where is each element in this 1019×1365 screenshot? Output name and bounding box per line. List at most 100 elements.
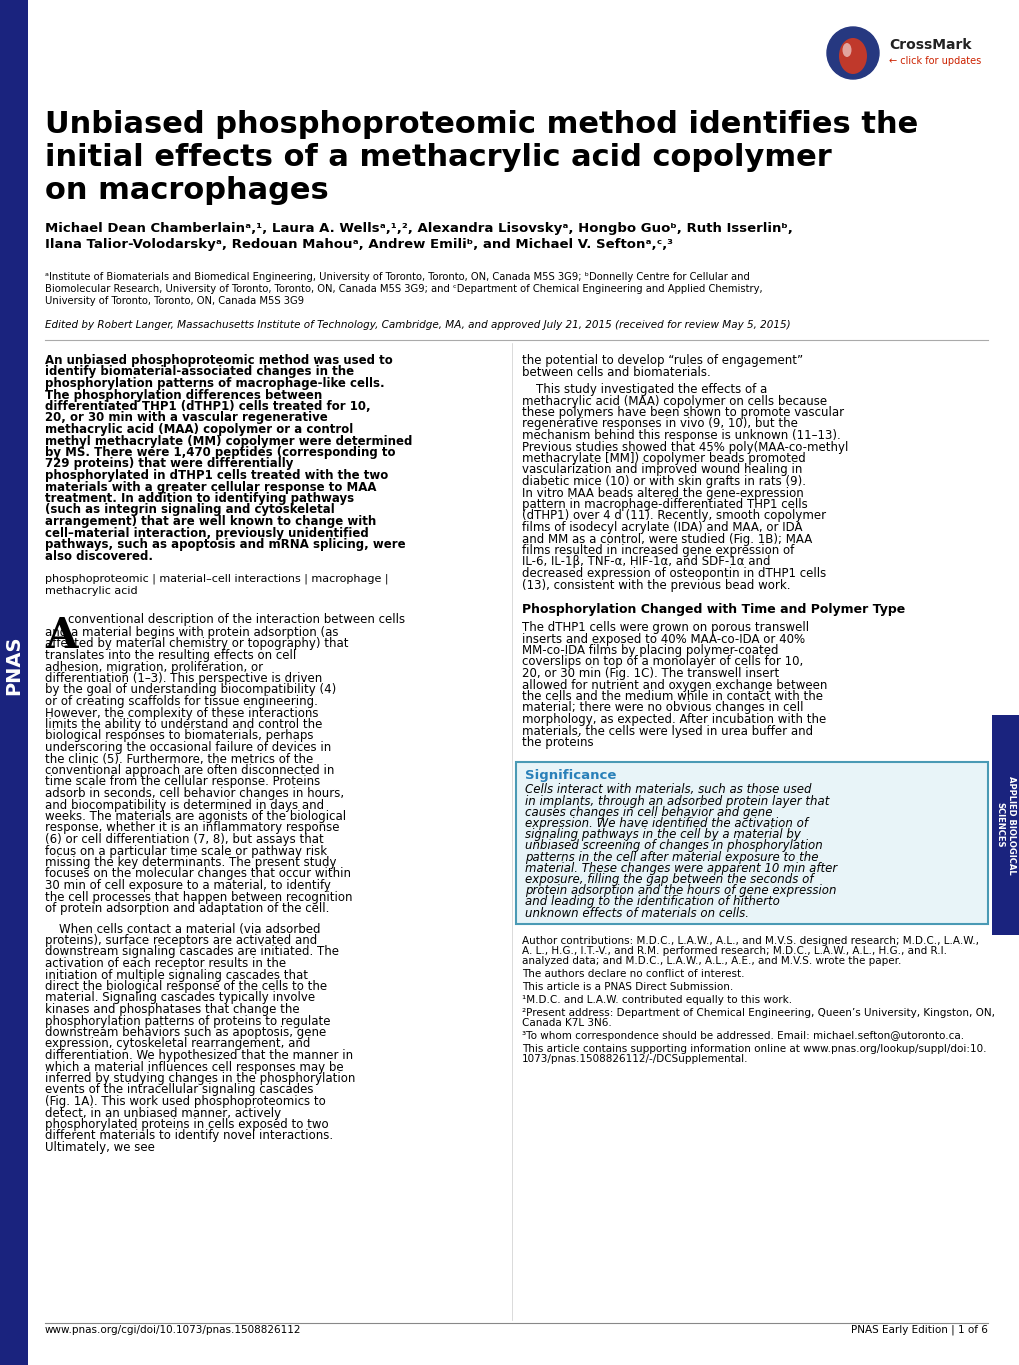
Text: phosphorylated proteins in cells exposed to two: phosphorylated proteins in cells exposed… bbox=[45, 1118, 328, 1132]
Text: (13), consistent with the previous bead work.: (13), consistent with the previous bead … bbox=[522, 579, 790, 591]
Text: regenerative responses in vivo (9, 10), but the: regenerative responses in vivo (9, 10), … bbox=[522, 418, 797, 430]
Text: and MM as a control, were studied (Fig. 1B); MAA: and MM as a control, were studied (Fig. … bbox=[522, 532, 811, 546]
Text: Author contributions: M.D.C., L.A.W., A.L., and M.V.S. designed research; M.D.C.: Author contributions: M.D.C., L.A.W., A.… bbox=[522, 936, 978, 946]
Text: unknown effects of materials on cells.: unknown effects of materials on cells. bbox=[525, 906, 748, 920]
Text: between cells and biomaterials.: between cells and biomaterials. bbox=[522, 366, 710, 378]
Text: ¹M.D.C. and L.A.W. contributed equally to this work.: ¹M.D.C. and L.A.W. contributed equally t… bbox=[522, 995, 792, 1005]
Text: initial effects of a methacrylic acid copolymer: initial effects of a methacrylic acid co… bbox=[45, 143, 830, 172]
Text: diabetic mice (10) or with skin grafts in rats (9).: diabetic mice (10) or with skin grafts i… bbox=[522, 475, 805, 489]
Text: arrangement) that are well known to change with: arrangement) that are well known to chan… bbox=[45, 515, 376, 528]
Text: material. Signaling cascades typically involve: material. Signaling cascades typically i… bbox=[45, 991, 315, 1005]
Text: focus on a particular time scale or pathway risk: focus on a particular time scale or path… bbox=[45, 845, 327, 857]
Text: CrossMark: CrossMark bbox=[889, 38, 970, 52]
Text: The dTHP1 cells were grown on porous transwell: The dTHP1 cells were grown on porous tra… bbox=[522, 621, 808, 633]
Text: ᵃInstitute of Biomaterials and Biomedical Engineering, University of Toronto, To: ᵃInstitute of Biomaterials and Biomedica… bbox=[45, 272, 749, 283]
Text: Significance: Significance bbox=[525, 768, 615, 782]
Text: Previous studies showed that 45% poly(MAA-co-methyl: Previous studies showed that 45% poly(MA… bbox=[522, 441, 848, 453]
Text: direct the biological response of the cells to the: direct the biological response of the ce… bbox=[45, 980, 327, 992]
Text: downstream signaling cascades are initiated. The: downstream signaling cascades are initia… bbox=[45, 946, 338, 958]
Text: cell–material interaction, previously unidentified: cell–material interaction, previously un… bbox=[45, 527, 369, 539]
Text: adhesion, migration, proliferation, or: adhesion, migration, proliferation, or bbox=[45, 661, 263, 673]
Text: methacrylic acid (MAA) copolymer or a control: methacrylic acid (MAA) copolymer or a co… bbox=[45, 423, 353, 435]
Text: decreased expression of osteopontin in dTHP1 cells: decreased expression of osteopontin in d… bbox=[522, 566, 825, 580]
Text: Michael Dean Chamberlainᵃ,¹, Laura A. Wellsᵃ,¹,², Alexandra Lisovskyᵃ, Hongbo Gu: Michael Dean Chamberlainᵃ,¹, Laura A. We… bbox=[45, 222, 792, 235]
Text: of protein adsorption and adaptation of the cell.: of protein adsorption and adaptation of … bbox=[45, 902, 329, 915]
Text: phosphorylation patterns of proteins to regulate: phosphorylation patterns of proteins to … bbox=[45, 1014, 330, 1028]
Text: (dTHP1) over 4 d (11). Recently, smooth copolymer: (dTHP1) over 4 d (11). Recently, smooth … bbox=[522, 509, 825, 523]
Text: the potential to develop “rules of engagement”: the potential to develop “rules of engag… bbox=[522, 354, 802, 367]
Text: kinases and phosphatases that change the: kinases and phosphatases that change the bbox=[45, 1003, 300, 1016]
Text: In vitro MAA beads altered the gene-expression: In vitro MAA beads altered the gene-expr… bbox=[522, 486, 803, 500]
Text: phosphorylation patterns of macrophage-like cells.: phosphorylation patterns of macrophage-l… bbox=[45, 377, 384, 390]
Text: expression. We have identified the activation of: expression. We have identified the activ… bbox=[525, 818, 807, 830]
Text: or of creating scaffolds for tissue engineering.: or of creating scaffolds for tissue engi… bbox=[45, 695, 318, 708]
Text: methacrylic acid: methacrylic acid bbox=[45, 586, 138, 597]
Text: patterns in the cell after material exposure to the: patterns in the cell after material expo… bbox=[525, 850, 817, 864]
Text: inferred by studying changes in the phosphorylation: inferred by studying changes in the phos… bbox=[45, 1072, 355, 1085]
Text: conventional approach are often disconnected in: conventional approach are often disconne… bbox=[45, 764, 334, 777]
Text: exposure, filling the gap between the seconds of: exposure, filling the gap between the se… bbox=[525, 874, 813, 886]
Text: translates into the resulting effects on cell: translates into the resulting effects on… bbox=[45, 648, 296, 662]
Text: activation of each receptor results in the: activation of each receptor results in t… bbox=[45, 957, 286, 971]
Bar bbox=[0, 0, 28, 1365]
Text: differentiation (1–3). This perspective is driven: differentiation (1–3). This perspective … bbox=[45, 672, 322, 685]
Text: University of Toronto, Toronto, ON, Canada M5S 3G9: University of Toronto, Toronto, ON, Cana… bbox=[45, 296, 304, 306]
Bar bbox=[516, 762, 987, 924]
Text: morphology, as expected. After incubation with the: morphology, as expected. After incubatio… bbox=[522, 713, 825, 726]
Text: A. L., H.G., I.T.-V., and R.M. performed research; M.D.C., L.A.W., A.L., H.G., a: A. L., H.G., I.T.-V., and R.M. performed… bbox=[522, 946, 946, 956]
Text: The phosphorylation differences between: The phosphorylation differences between bbox=[45, 389, 322, 401]
Text: pattern in macrophage-differentiated THP1 cells: pattern in macrophage-differentiated THP… bbox=[522, 498, 807, 511]
Text: response, whether it is an inflammatory response: response, whether it is an inflammatory … bbox=[45, 822, 339, 834]
Text: (Fig. 1A). This work used phosphoproteomics to: (Fig. 1A). This work used phosphoproteom… bbox=[45, 1095, 325, 1108]
Bar bbox=[991, 715, 1019, 935]
Text: missing the key determinants. The present study: missing the key determinants. The presen… bbox=[45, 856, 336, 870]
Text: films of isodecyl acrylate (IDA) and MAA, or IDA: films of isodecyl acrylate (IDA) and MAA… bbox=[522, 521, 802, 534]
Text: films resulted in increased gene expression of: films resulted in increased gene express… bbox=[522, 545, 794, 557]
Text: methacrylic acid (MAA) copolymer on cells because: methacrylic acid (MAA) copolymer on cell… bbox=[522, 394, 826, 408]
Text: IL-6, IL-1β, TNF-α, HIF-1α, and SDF-1α and: IL-6, IL-1β, TNF-α, HIF-1α, and SDF-1α a… bbox=[522, 556, 769, 568]
Text: This article is a PNAS Direct Submission.: This article is a PNAS Direct Submission… bbox=[522, 981, 733, 992]
Text: and a material begins with protein adsorption (as: and a material begins with protein adsor… bbox=[45, 627, 338, 639]
Text: 20, or 30 min (Fig. 1C). The transwell insert: 20, or 30 min (Fig. 1C). The transwell i… bbox=[522, 667, 779, 680]
Text: causes changes in cell behavior and gene: causes changes in cell behavior and gene bbox=[525, 805, 771, 819]
Text: inserts and exposed to 40% MAA-co-IDA or 40%: inserts and exposed to 40% MAA-co-IDA or… bbox=[522, 632, 804, 646]
Ellipse shape bbox=[842, 44, 851, 57]
Text: ³To whom correspondence should be addressed. Email: michael.sefton@utoronto.ca.: ³To whom correspondence should be addres… bbox=[522, 1031, 963, 1041]
Text: analyzed data; and M.D.C., L.A.W., A.L., A.E., and M.V.S. wrote the paper.: analyzed data; and M.D.C., L.A.W., A.L.,… bbox=[522, 955, 901, 966]
Text: Ilana Talior-Volodarskyᵃ, Redouan Mahouᵃ, Andrew Emiliᵇ, and Michael V. Seftonᵃ,: Ilana Talior-Volodarskyᵃ, Redouan Mahouᵃ… bbox=[45, 238, 673, 251]
Text: www.pnas.org/cgi/doi/10.1073/pnas.1508826112: www.pnas.org/cgi/doi/10.1073/pnas.150882… bbox=[45, 1325, 302, 1335]
Text: This study investigated the effects of a: This study investigated the effects of a bbox=[535, 384, 766, 396]
Text: PNAS Early Edition | 1 of 6: PNAS Early Edition | 1 of 6 bbox=[850, 1324, 987, 1335]
Text: 20, or 30 min with a vascular regenerative: 20, or 30 min with a vascular regenerati… bbox=[45, 411, 327, 425]
Text: When cells contact a material (via adsorbed: When cells contact a material (via adsor… bbox=[59, 923, 320, 935]
Text: signaling pathways in the cell by a material by: signaling pathways in the cell by a mate… bbox=[525, 829, 800, 841]
Text: Ultimately, we see: Ultimately, we see bbox=[45, 1141, 155, 1153]
Text: underscoring the occasional failure of devices in: underscoring the occasional failure of d… bbox=[45, 741, 331, 753]
Text: protein adsorption and the hours of gene expression: protein adsorption and the hours of gene… bbox=[525, 885, 836, 897]
Text: on macrophages: on macrophages bbox=[45, 176, 328, 205]
Text: MM-co-IDA films by placing polymer-coated: MM-co-IDA films by placing polymer-coate… bbox=[522, 644, 777, 657]
Text: Downloaded by guest on September 23, 2021: Downloaded by guest on September 23, 202… bbox=[3, 1097, 12, 1272]
Text: Edited by Robert Langer, Massachusetts Institute of Technology, Cambridge, MA, a: Edited by Robert Langer, Massachusetts I… bbox=[45, 319, 790, 330]
Text: downstream behaviors such as apoptosis, gene: downstream behaviors such as apoptosis, … bbox=[45, 1026, 326, 1039]
Text: This article contains supporting information online at www.pnas.org/lookup/suppl: This article contains supporting informa… bbox=[522, 1044, 985, 1054]
Text: (6) or cell differentiation (7, 8), but assays that: (6) or cell differentiation (7, 8), but … bbox=[45, 833, 323, 846]
Text: 1073/pnas.1508826112/-/DCSupplemental.: 1073/pnas.1508826112/-/DCSupplemental. bbox=[522, 1054, 748, 1063]
Text: mechanism behind this response is unknown (11–13).: mechanism behind this response is unknow… bbox=[522, 429, 840, 442]
Text: (such as integrin signaling and cytoskeletal: (such as integrin signaling and cytoskel… bbox=[45, 504, 334, 516]
Text: biological responses to biomaterials, perhaps: biological responses to biomaterials, pe… bbox=[45, 729, 313, 743]
Text: materials with a greater cellular response to MAA: materials with a greater cellular respon… bbox=[45, 480, 376, 494]
Text: The authors declare no conflict of interest.: The authors declare no conflict of inter… bbox=[522, 969, 744, 979]
Text: events of the intracellular signaling cascades: events of the intracellular signaling ca… bbox=[45, 1084, 313, 1096]
Text: Unbiased phosphoproteomic method identifies the: Unbiased phosphoproteomic method identif… bbox=[45, 111, 917, 139]
Text: limits the ability to understand and control the: limits the ability to understand and con… bbox=[45, 718, 322, 732]
Text: these polymers have been shown to promote vascular: these polymers have been shown to promot… bbox=[522, 405, 844, 419]
Text: 30 min of cell exposure to a material, to identify: 30 min of cell exposure to a material, t… bbox=[45, 879, 330, 891]
Text: phosphoproteomic | material–cell interactions | macrophage |: phosphoproteomic | material–cell interac… bbox=[45, 573, 388, 583]
Text: also discovered.: also discovered. bbox=[45, 550, 153, 562]
Text: coverslips on top of a monolayer of cells for 10,: coverslips on top of a monolayer of cell… bbox=[522, 655, 803, 669]
Text: PNAS: PNAS bbox=[4, 635, 23, 695]
Text: vascularization and improved wound healing in: vascularization and improved wound heali… bbox=[522, 464, 802, 476]
Text: Phosphorylation Changed with Time and Polymer Type: Phosphorylation Changed with Time and Po… bbox=[522, 603, 905, 616]
Text: the cells and the medium while in contact with the: the cells and the medium while in contac… bbox=[522, 689, 822, 703]
